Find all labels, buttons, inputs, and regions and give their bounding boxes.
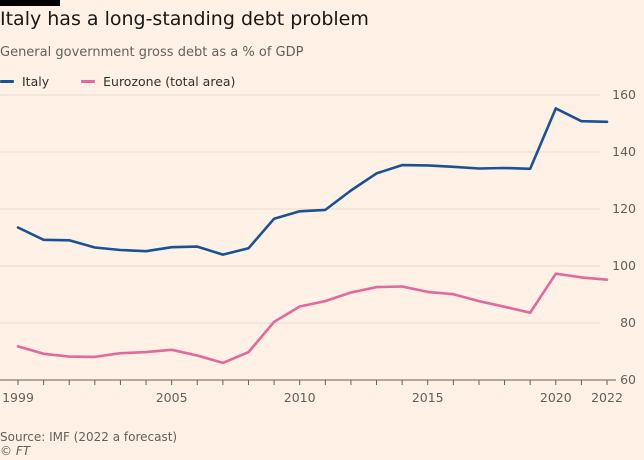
- series-line-italy: [16, 107, 609, 256]
- chart-subtitle: General government gross debt as a % of …: [0, 45, 304, 60]
- legend-swatch-eurozone: [81, 79, 96, 83]
- legend-item-italy: Italy: [0, 74, 49, 89]
- legend-item-eurozone: Eurozone (total area): [81, 74, 235, 89]
- x-tick-label-2010: 2010: [284, 390, 316, 405]
- y-tick-label-120: 120: [612, 201, 636, 216]
- x-tick-label-2015: 2015: [412, 390, 444, 405]
- y-tick-label-60: 60: [620, 372, 636, 387]
- x-tick-label-1999: 1999: [2, 390, 34, 405]
- x-tick-label-2005: 2005: [156, 390, 188, 405]
- legend-label-eurozone: Eurozone (total area): [103, 73, 236, 89]
- x-tick-label-2022: 2022: [591, 390, 623, 405]
- ft-credit: © FT: [0, 444, 31, 458]
- y-tick-label-80: 80: [620, 315, 636, 330]
- chart-legend: Italy Eurozone (total area): [0, 73, 267, 89]
- legend-label-italy: Italy: [22, 73, 50, 89]
- line-chart: 60 80 100 120 140 160 1999 2005 2010 2015 2020 2022: [0, 87, 636, 405]
- y-tick-label-160: 160: [612, 87, 636, 102]
- y-tick-label-100: 100: [612, 258, 636, 273]
- source-note: Source: IMF (2022 a forecast): [0, 430, 178, 444]
- legend-swatch-italy: [0, 79, 14, 83]
- series-line-eurozone: [16, 272, 609, 365]
- y-tick-label-140: 140: [612, 144, 636, 159]
- ft-brand-bar: [0, 0, 60, 6]
- x-tick-label-2020: 2020: [540, 390, 572, 405]
- chart-title: Italy has a long-standing debt problem: [0, 8, 369, 30]
